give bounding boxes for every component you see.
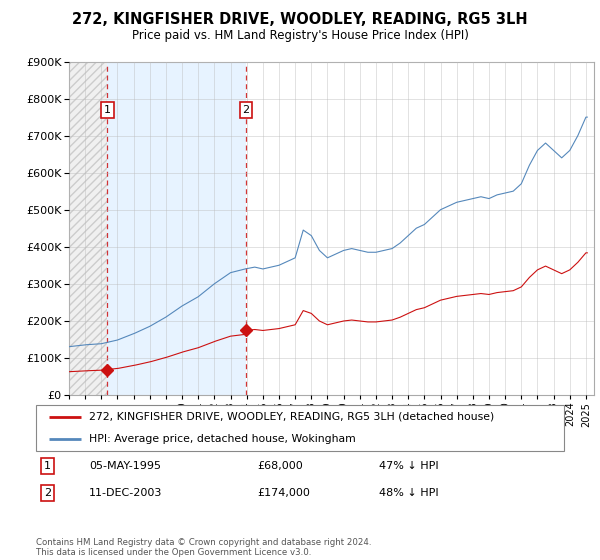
Text: £68,000: £68,000 — [258, 461, 304, 471]
FancyBboxPatch shape — [36, 405, 564, 451]
Text: 2: 2 — [242, 105, 250, 115]
Text: 2: 2 — [44, 488, 51, 498]
Bar — [69, 62, 107, 395]
Text: HPI: Average price, detached house, Wokingham: HPI: Average price, detached house, Woki… — [89, 434, 356, 444]
Text: 272, KINGFISHER DRIVE, WOODLEY, READING, RG5 3LH: 272, KINGFISHER DRIVE, WOODLEY, READING,… — [72, 12, 528, 27]
Text: Contains HM Land Registry data © Crown copyright and database right 2024.
This d: Contains HM Land Registry data © Crown c… — [36, 538, 371, 557]
Text: 11-DEC-2003: 11-DEC-2003 — [89, 488, 162, 498]
Text: 1: 1 — [44, 461, 51, 471]
Text: 05-MAY-1995: 05-MAY-1995 — [89, 461, 161, 471]
Text: 47% ↓ HPI: 47% ↓ HPI — [379, 461, 439, 471]
Bar — [107, 62, 246, 395]
Text: £174,000: £174,000 — [258, 488, 311, 498]
Text: Price paid vs. HM Land Registry's House Price Index (HPI): Price paid vs. HM Land Registry's House … — [131, 29, 469, 42]
Text: 1: 1 — [104, 105, 111, 115]
Text: 272, KINGFISHER DRIVE, WOODLEY, READING, RG5 3LH (detached house): 272, KINGFISHER DRIVE, WOODLEY, READING,… — [89, 412, 494, 422]
Text: 48% ↓ HPI: 48% ↓ HPI — [379, 488, 439, 498]
